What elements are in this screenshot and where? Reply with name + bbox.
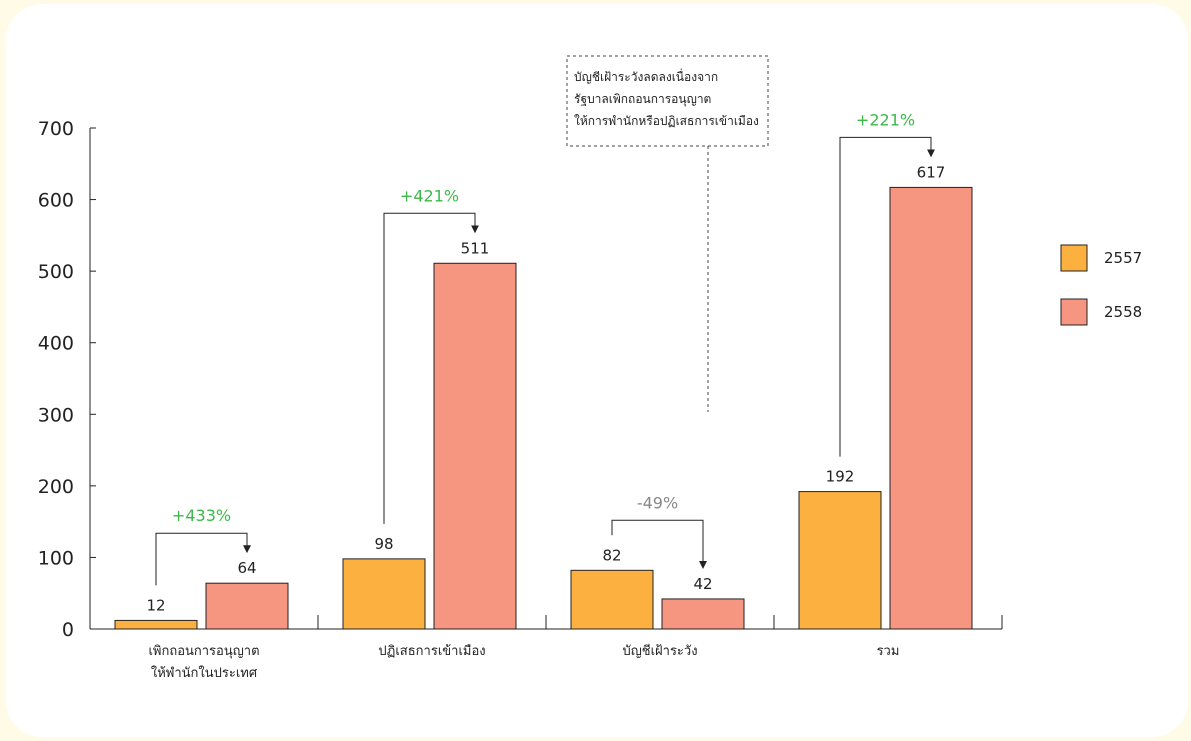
bar (114, 619, 198, 630)
y-tick-label: 600 (38, 190, 74, 212)
change-arrow (155, 532, 251, 586)
change-label: -49% (637, 493, 678, 512)
legend-swatch (1060, 244, 1088, 272)
legend-swatch (1060, 298, 1088, 326)
annotation-text: ให้การพำนักหรือปฏิเสธการเข้าเมือง (574, 114, 759, 128)
data-label: 617 (917, 163, 946, 181)
change-label: +221% (856, 110, 915, 129)
y-tick-label: 400 (38, 333, 74, 355)
y-tick-label: 0 (62, 619, 74, 641)
annotation-box (566, 55, 769, 147)
bar (342, 558, 426, 630)
bar (798, 491, 882, 630)
change-arrow (383, 212, 479, 524)
category-label: บัญชีเฝ้าระวัง (622, 643, 697, 659)
category-label: ปฏิเสธการเข้าเมือง (378, 643, 485, 659)
annotation-text: บัญชีเฝ้าระวังลดลงเนื่องจาก (574, 68, 718, 84)
annotation-text: รัฐบาลเพิกถอนการอนุญาต (574, 92, 711, 107)
y-tick-label: 100 (38, 547, 74, 569)
bar (205, 582, 289, 630)
data-label: 42 (693, 575, 712, 593)
change-arrow (611, 519, 707, 569)
data-label: 511 (461, 239, 490, 257)
data-label: 82 (602, 546, 621, 564)
category-label: ให้พำนักในประเทศ (151, 665, 258, 681)
legend-label: 2558 (1104, 303, 1142, 321)
bar (433, 262, 517, 630)
y-tick-label: 500 (38, 261, 74, 283)
category-label: เพิกถอนการอนุญาต (148, 644, 259, 659)
bar (570, 569, 654, 630)
legend-label: 2557 (1104, 249, 1142, 267)
bar (889, 186, 973, 630)
change-arrow (839, 136, 935, 457)
data-label: 64 (237, 559, 256, 577)
change-label: +421% (400, 186, 459, 205)
bar (661, 598, 745, 630)
y-tick-label: 300 (38, 404, 74, 426)
category-label: รวม (877, 644, 900, 659)
y-tick-label: 700 (38, 118, 74, 140)
change-label: +433% (172, 506, 231, 525)
data-label: 12 (146, 596, 165, 614)
data-label: 98 (374, 535, 393, 553)
data-label: 192 (826, 468, 855, 486)
y-tick-label: 200 (38, 476, 74, 498)
